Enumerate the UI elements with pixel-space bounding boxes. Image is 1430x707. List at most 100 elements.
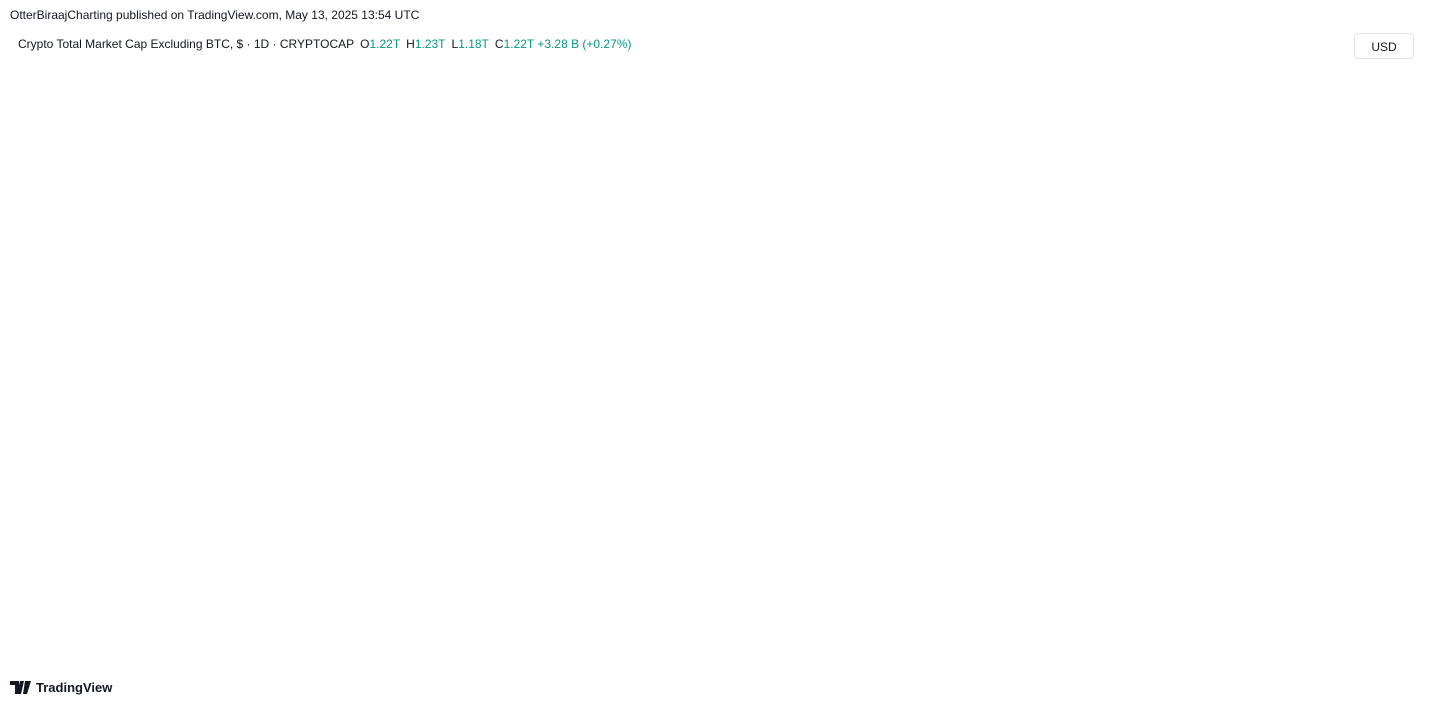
candle-body [410, 238, 415, 252]
ohlc-key: O [360, 37, 370, 51]
candle-body [355, 128, 359, 141]
candle-body [838, 496, 843, 503]
candle-body [851, 502, 855, 515]
trendline [536, 143, 1013, 601]
x-tick-label: 2025 [450, 648, 477, 662]
candle-body [535, 177, 539, 190]
candle-body [428, 226, 432, 239]
candle-body [509, 269, 513, 288]
candle-body [808, 441, 813, 460]
candle-body [1005, 386, 1010, 466]
candle-body [941, 453, 945, 460]
x-tick-label: Feb [586, 648, 607, 662]
candle-body [81, 564, 85, 571]
candle-body [847, 502, 851, 509]
candle-body [885, 514, 890, 534]
x-tick-label: Dec [320, 648, 341, 662]
candle-body [231, 459, 235, 485]
candle-body [577, 251, 582, 264]
candle-body [124, 527, 128, 540]
candle-body [573, 208, 577, 264]
candle-body [141, 521, 145, 531]
candle-body [171, 527, 175, 546]
candle-body [295, 281, 299, 319]
candle-body [817, 429, 821, 442]
annotation: Trendline broken [712, 276, 846, 296]
candle-body [560, 195, 564, 202]
candle-body [898, 508, 903, 515]
candle-body [967, 459, 971, 461]
candle-body [12, 576, 17, 586]
candle-body [680, 361, 684, 374]
candle-body [440, 275, 445, 282]
candle-body [393, 140, 397, 147]
candle-body [594, 244, 599, 282]
candle-body [175, 545, 179, 552]
x-tick-label: Nov [192, 648, 213, 662]
candle-body [449, 263, 453, 282]
candle-body [671, 361, 676, 374]
candle-body [607, 337, 611, 350]
candle-body [252, 361, 256, 368]
x-tick-label: Apr [840, 648, 859, 662]
candle-body [689, 410, 693, 417]
candle-body [402, 152, 406, 209]
candle-body [389, 146, 393, 148]
candle-body [64, 511, 68, 515]
candle-body [423, 238, 427, 288]
candle-body [616, 355, 620, 374]
candle-body [235, 435, 239, 460]
candle-body [1027, 349, 1031, 356]
candle-body [291, 318, 295, 337]
x-tick-label: Oct [61, 648, 80, 662]
ohlc-key: C [494, 37, 504, 51]
candle-body [196, 530, 201, 543]
ohlc-value: 1.18T [458, 37, 489, 51]
candle-body [34, 539, 38, 543]
candle-body [119, 539, 124, 546]
currency-button[interactable]: USD [1354, 33, 1414, 59]
candle-body [556, 189, 560, 196]
candle-body [380, 146, 385, 148]
candle-body [226, 484, 231, 503]
candle-body [106, 557, 111, 561]
candle-body [890, 521, 894, 534]
candle-body [432, 226, 436, 233]
candle-body [248, 367, 252, 393]
candle-body [937, 459, 941, 479]
candle-body [984, 459, 988, 466]
candle-body [21, 551, 25, 565]
candle-body [513, 287, 517, 301]
candle-body [740, 429, 744, 448]
candle-body [642, 343, 646, 356]
candle-body [975, 459, 980, 466]
candle-body [333, 208, 338, 227]
candle-body [603, 330, 607, 337]
candle-body [55, 508, 59, 519]
candle-body [320, 251, 325, 264]
candle-body [830, 465, 834, 497]
candle-body [239, 422, 243, 436]
candle-body [487, 177, 492, 239]
brand-name: TradingView [36, 680, 113, 695]
candle-body [72, 545, 76, 558]
candle-body [17, 564, 21, 577]
candle-body [89, 557, 94, 565]
candle-body [162, 527, 166, 534]
brand-logo [10, 680, 31, 694]
candle-body [924, 508, 928, 515]
candle-body [659, 330, 663, 337]
candle-body [286, 337, 290, 344]
candle-body [132, 524, 136, 528]
candle-body [903, 514, 907, 516]
candle-body [1022, 343, 1027, 356]
candle-body [911, 508, 915, 522]
candle-body [445, 263, 449, 282]
candle-body [282, 343, 286, 350]
candle-body [826, 447, 830, 466]
candle-body [864, 527, 868, 534]
brand[interactable]: TradingView [10, 680, 112, 695]
candle-body [569, 201, 573, 209]
candle-body [184, 533, 188, 543]
candle-body [933, 478, 937, 497]
